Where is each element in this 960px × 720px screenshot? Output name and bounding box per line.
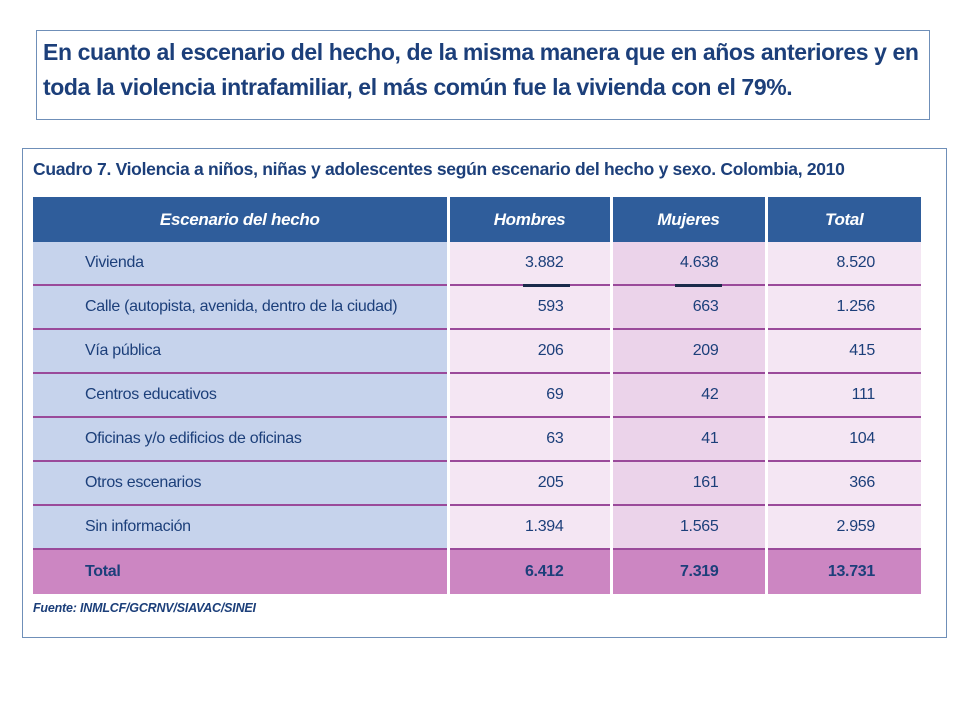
table-row: Oficinas y/o edificios de oficinas 63 41… xyxy=(33,417,921,462)
row-label: Vía pública xyxy=(33,329,448,374)
hombres-vivienda-underline xyxy=(523,284,570,287)
header-total: Total xyxy=(764,197,921,242)
cell-mujeres: 1.565 xyxy=(609,505,766,550)
headline-text: En cuanto al escenario del hecho, de la … xyxy=(43,39,919,100)
total-hombres: 6.412 xyxy=(446,549,611,594)
table-row: Sin información 1.394 1.565 2.959 xyxy=(33,505,921,550)
header-escenario: Escenario del hecho xyxy=(33,197,448,242)
cell-hombres: 205 xyxy=(446,461,611,506)
cell-total: 104 xyxy=(764,417,921,462)
table-row: Otros escenarios 205 161 366 xyxy=(33,461,921,506)
cell-hombres: 593 xyxy=(446,285,611,330)
table-title: Cuadro 7. Violencia a niños, niñas y ado… xyxy=(33,159,845,179)
data-table: Escenario del hecho Hombres Mujeres Tota… xyxy=(33,197,921,594)
table-panel: Cuadro 7. Violencia a niños, niñas y ado… xyxy=(22,148,947,638)
cell-total: 8.520 xyxy=(764,242,921,286)
cell-mujeres: 41 xyxy=(609,417,766,462)
table-row: Vía pública 206 209 415 xyxy=(33,329,921,374)
cell-mujeres: 4.638 xyxy=(609,242,766,286)
header-hombres: Hombres xyxy=(446,197,611,242)
row-label: Oficinas y/o edificios de oficinas xyxy=(33,417,448,462)
row-label: Otros escenarios xyxy=(33,461,448,506)
table-total-row: Total 6.412 7.319 13.731 xyxy=(33,549,921,594)
cell-total: 2.959 xyxy=(764,505,921,550)
table-row: Calle (autopista, avenida, dentro de la … xyxy=(33,285,921,330)
cell-total: 1.256 xyxy=(764,285,921,330)
row-label: Centros educativos xyxy=(33,373,448,418)
row-label: Sin información xyxy=(33,505,448,550)
total-total: 13.731 xyxy=(764,549,921,594)
cell-mujeres: 161 xyxy=(609,461,766,506)
cell-hombres: 63 xyxy=(446,417,611,462)
row-label: Vivienda xyxy=(33,242,448,286)
cell-total: 415 xyxy=(764,329,921,374)
source-note: Fuente: INMLCF/GCRNV/SIAVAC/SINEI xyxy=(33,601,256,615)
cell-mujeres: 209 xyxy=(609,329,766,374)
table-header-row: Escenario del hecho Hombres Mujeres Tota… xyxy=(33,197,921,242)
cell-mujeres: 663 xyxy=(609,285,766,330)
cell-mujeres: 42 xyxy=(609,373,766,418)
table-row: Centros educativos 69 42 111 xyxy=(33,373,921,418)
cell-hombres: 3.882 xyxy=(446,242,611,286)
table-row: Vivienda 3.882 4.638 8.520 xyxy=(33,242,921,286)
cell-total: 366 xyxy=(764,461,921,506)
cell-hombres: 69 xyxy=(446,373,611,418)
mujeres-vivienda-underline xyxy=(675,284,722,287)
headline-box: En cuanto al escenario del hecho, de la … xyxy=(36,30,930,120)
cell-hombres: 1.394 xyxy=(446,505,611,550)
cell-hombres: 206 xyxy=(446,329,611,374)
header-mujeres: Mujeres xyxy=(609,197,766,242)
cell-total: 111 xyxy=(764,373,921,418)
row-label: Calle (autopista, avenida, dentro de la … xyxy=(33,285,448,330)
total-row-label: Total xyxy=(33,549,448,594)
total-mujeres: 7.319 xyxy=(609,549,766,594)
